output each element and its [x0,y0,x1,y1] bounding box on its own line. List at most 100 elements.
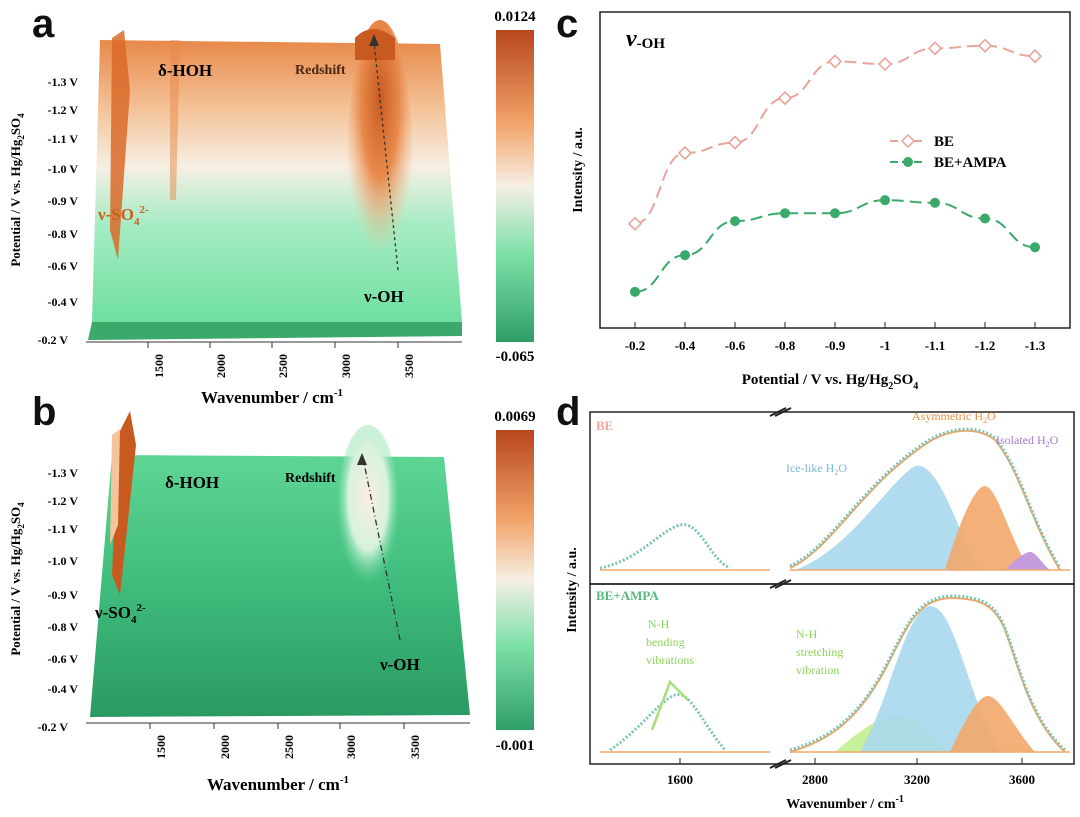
panel-b-oh-band [338,425,398,585]
ampa-stretch-note-3: vibration [796,663,839,677]
ampa-data-points [789,594,1067,752]
panel-a-xtick-label: 2500 [276,354,290,378]
panel-c-series-1-line [634,199,1036,293]
ampa-peak-icelike [860,606,1000,752]
panel-a-colorbar-min: -0.065 [496,349,535,365]
panel-b-so4-band-2 [110,429,120,545]
panel-d-xtick-label: 3600 [1009,772,1035,787]
ampa-peak-asymmetric [950,696,1035,752]
panel-c-xtick-label: -0.9 [825,338,846,353]
panel-d-ylabel: Intensity / a.u. [565,547,580,633]
panel-c-ampa-point [930,197,940,208]
ampa-low-data-points [609,693,727,752]
panel-a-ytick-label: -0.4 V [48,295,79,309]
panel-a-arrowhead [369,34,379,46]
panel-c-ampa-point [630,286,640,297]
panel-a-xlabel: Wavenumber / cm-1 [201,387,343,407]
panel-c-xtick-label: -0.6 [725,338,746,353]
panel-c-be-point [1027,49,1043,64]
panel-c-ampa-point [830,208,840,219]
panel-b-xtick-label: 1500 [154,735,168,759]
ampa-bend-note-3: vibrations [646,653,694,667]
panel-d-xlabel: Wavenumber / cm-1 [786,794,904,812]
panel-a-redshift-label: Redshift [295,63,346,78]
panel-a-ytick-label: -0.2 V [38,333,69,347]
panel-b-ytick-label: -1.1 V [48,522,79,536]
be-isolated-label: Isolated H2O [996,433,1059,449]
panel-b-xtick-label: 3000 [344,735,358,759]
panel-a-ytick-label: -1.2 V [48,103,79,117]
panel-b-xtick-label: 3500 [408,735,422,759]
ampa-bend-note-2: bending [646,635,685,649]
panel-a-xtick-label: 3000 [339,354,353,378]
panel-b-redshift-label: Redshift [285,471,336,486]
panel-c-ampa-point [1030,242,1040,253]
panel-a-redshift-arrow [373,41,399,271]
panel-a-hoh-label: δ-HOH [158,61,212,80]
panel-c-xlabel: Potential / V vs. Hg/Hg2SO4 [742,372,919,392]
panel-a-ytick-label: -0.6 V [48,259,79,273]
panel-b-ytick-label: -1.0 V [48,554,79,568]
panel-b-hoh-label: δ-HOH [165,473,219,492]
legend-be-label: BE [934,134,954,150]
ampa-stretch-note-2: stretching [796,645,843,659]
panel-b-ytick-label: -0.6 V [48,652,79,666]
panel-c-be-point [777,90,793,106]
panel-c-xtick-label: -0.2 [625,338,646,353]
panel-a-so4-band [110,30,130,260]
panel-a-surface-edge [88,322,462,340]
panel-d-xtick-label: 3200 [904,772,930,787]
panel-c-xtick-label: -1.2 [975,338,996,353]
panel-b-colorbar-min: -0.001 [496,738,535,754]
panel-b-colorbar [496,430,534,730]
panel-a-xtick-label: 2000 [214,354,228,378]
panel-c-be-point [977,38,993,53]
panel-label-b: b [32,390,57,434]
be-low-data-points [599,523,731,570]
ampa-fit-curve [789,596,1066,753]
ampa-stretch-note-1: N-H [796,627,818,641]
panel-a-xtick-label: 3500 [402,354,416,378]
panel-a-ytick-label: -1.0 V [48,162,79,176]
panel-d-be-label: BE [596,418,613,433]
panel-d-ampa-label: BE+AMPA [596,588,659,603]
panel-c-title: ν-OH [626,26,665,52]
panel-c-be-point [677,145,693,161]
panel-a-xtick-label: 1500 [152,354,166,378]
panel-b-chart: 1500 2000 2500 3000 3500 -0.2 V -0.4 V -0.6 V -… [8,409,536,794]
panel-c-ampa-point [880,195,890,206]
panel-d-axis-breaks [769,407,792,769]
panel-c-ylabel: Intensity / a.u. [571,127,586,213]
panel-a-ytick-label: -1.1 V [48,132,79,146]
be-data-points [789,427,1062,569]
panel-a-ylabel: Potential / V vs. Hg/Hg2SO4 [8,113,26,267]
panel-c-ampa-point [780,208,790,219]
panel-c-xtick-label: -1.1 [925,338,946,353]
panel-c-be-point [727,135,743,150]
panel-a-oh-band [348,20,412,280]
panel-c-ampa-point [980,213,990,224]
legend-be-marker [900,133,916,149]
panel-b-oh-label: ν-OH [379,655,420,674]
be-peak-isolated [1005,552,1050,570]
panel-b-ytick-label: -1.2 V [48,494,79,508]
panel-d-xtick-label: 1600 [667,772,693,787]
panel-a-hoh-band [170,40,180,200]
panel-c-be-point [627,216,643,231]
panel-b-ytick-label: -0.8 V [48,620,79,634]
panel-d-chart: BE Ice-like H2O Asymmetric H2O Isolated … [565,407,1075,812]
legend-ampa-marker [903,157,913,167]
panel-a-ytick-label: -0.8 V [48,227,79,241]
legend-ampa-label: BE+AMPA [934,155,1007,171]
panel-c-xtick-label: -0.4 [675,338,696,353]
panel-b-xtick-label: 2000 [218,735,232,759]
panel-b-ytick-label: -1.3 V [48,466,79,480]
be-peak-icelike [795,465,980,570]
panel-a-ytick-label: -0.9 V [48,194,79,208]
panel-b-ylabel: Potential / V vs. Hg/Hg2SO4 [8,502,26,656]
panel-c-xtick-label: -0.8 [775,338,796,353]
panel-d-xtick-label: 2800 [802,772,828,787]
ampa-bend-arrow [650,679,689,731]
panel-c-ampa-point [680,250,690,261]
panel-b-xlabel: Wavenumber / cm-1 [207,774,349,794]
